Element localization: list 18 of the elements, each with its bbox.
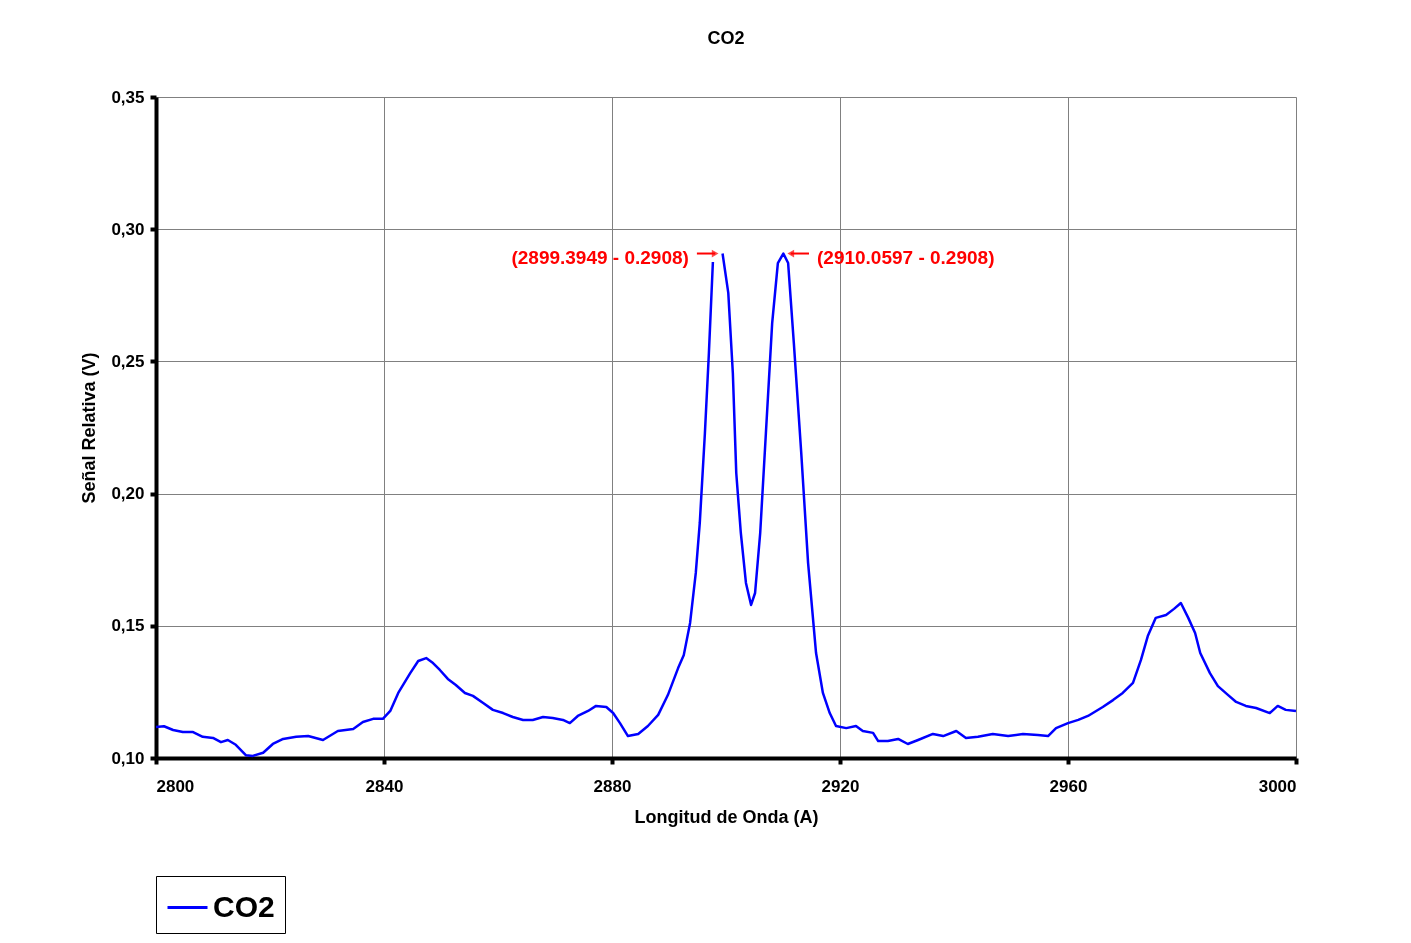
y-tick-label: 0,30 [111,219,145,239]
x-tick-label: 2800 [156,776,195,796]
x-tick-label: 2960 [1049,776,1088,796]
y-tick-label: 0,35 [111,87,145,107]
x-tick-label: 2880 [593,776,632,796]
y-tick-label: 0,20 [111,484,145,504]
chart-title: CO2 [707,28,745,48]
annotation: (2910.0597 - 0.2908) [816,246,995,268]
x-tick-label: 3000 [1258,776,1297,796]
x-tick-label: 2920 [821,776,860,796]
y-tick-label: 0,15 [111,616,145,636]
x-axis-title: Longitud de Onda (A) [634,806,819,827]
y-tick-label: 0,10 [111,748,145,768]
annotation: (2899.3949 - 0.2908) [511,246,689,268]
y-tick-label: 0,25 [111,351,145,371]
y-axis-title: Señal Relativa (V) [79,352,100,504]
legend-label: CO2 [213,889,275,923]
x-tick-label: 2840 [365,776,404,796]
